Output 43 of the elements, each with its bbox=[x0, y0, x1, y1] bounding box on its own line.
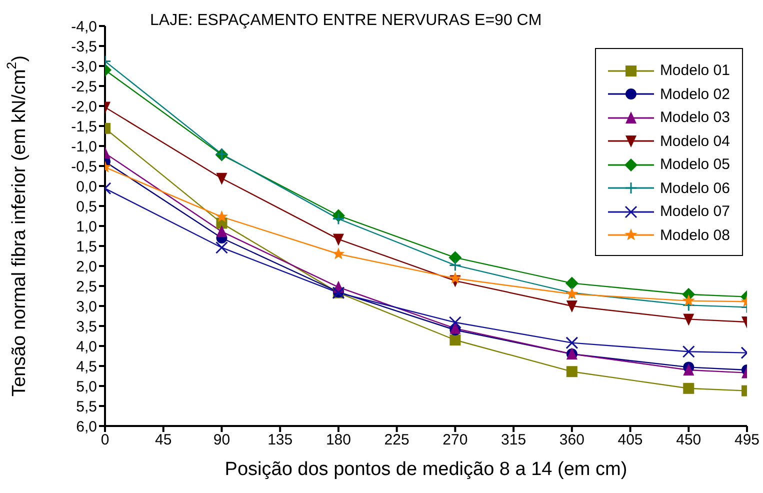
y-tick-label: 5,0 bbox=[76, 378, 97, 396]
x-axis-title: Posição dos pontos de medição 8 a 14 (em cm) bbox=[224, 459, 628, 480]
legend-label: Modelo 08 bbox=[660, 226, 730, 244]
y-tick-label: 4,5 bbox=[76, 358, 97, 376]
x-tick-label: 450 bbox=[676, 432, 702, 449]
y-tick-label: -1,5 bbox=[71, 118, 97, 136]
x-tick-label: 495 bbox=[734, 432, 760, 449]
y-tick-label: 2,5 bbox=[76, 278, 97, 296]
legend-label: Modelo 07 bbox=[660, 203, 730, 220]
legend-label: Modelo 05 bbox=[660, 156, 730, 174]
y-tick-label: 2,0 bbox=[76, 258, 97, 276]
y-tick-label: 0,5 bbox=[76, 198, 97, 216]
legend-label: Modelo 06 bbox=[660, 180, 730, 197]
y-tick-label: -1,0 bbox=[71, 138, 97, 156]
legend-label: Modelo 03 bbox=[660, 109, 730, 126]
x-tick-label: 135 bbox=[268, 432, 293, 449]
x-tick-label: 360 bbox=[559, 432, 584, 449]
y-tick-label: 0,0 bbox=[76, 178, 97, 196]
y-tick-label: 1,0 bbox=[76, 218, 97, 236]
y-tick-label: -3,0 bbox=[71, 58, 97, 76]
y-tick-label: 6,0 bbox=[76, 418, 97, 436]
y-tick-label: 3,0 bbox=[76, 298, 97, 316]
y-tick-label: 4,0 bbox=[76, 338, 97, 356]
y-tick-label: -2,5 bbox=[71, 78, 97, 96]
x-tick-label: 405 bbox=[618, 432, 643, 449]
y-tick-label: 3,5 bbox=[76, 318, 97, 336]
y-tick-label: 1,5 bbox=[76, 238, 97, 256]
x-tick-label: 0 bbox=[100, 432, 110, 449]
x-tick-label: 45 bbox=[155, 432, 172, 449]
y-tick-label: -2,0 bbox=[71, 98, 97, 116]
y-tick-label: 5,5 bbox=[76, 398, 97, 416]
y-tick-label: -4,0 bbox=[71, 18, 97, 36]
y-tick-label: -3,5 bbox=[71, 38, 97, 56]
legend-label: Modelo 02 bbox=[660, 86, 730, 103]
x-tick-label: 270 bbox=[442, 432, 468, 449]
x-tick-label: 90 bbox=[213, 432, 230, 449]
chart-title: LAJE: ESPAÇAMENTO ENTRE NERVURAS E=90 CM bbox=[150, 12, 542, 30]
legend-label: Modelo 01 bbox=[660, 62, 730, 80]
y-tick-label: -0,5 bbox=[71, 158, 97, 176]
x-tick-label: 315 bbox=[501, 432, 526, 449]
x-tick-label: 225 bbox=[384, 432, 410, 449]
legend-label: Modelo 04 bbox=[660, 132, 730, 150]
x-tick-label: 180 bbox=[326, 432, 351, 449]
